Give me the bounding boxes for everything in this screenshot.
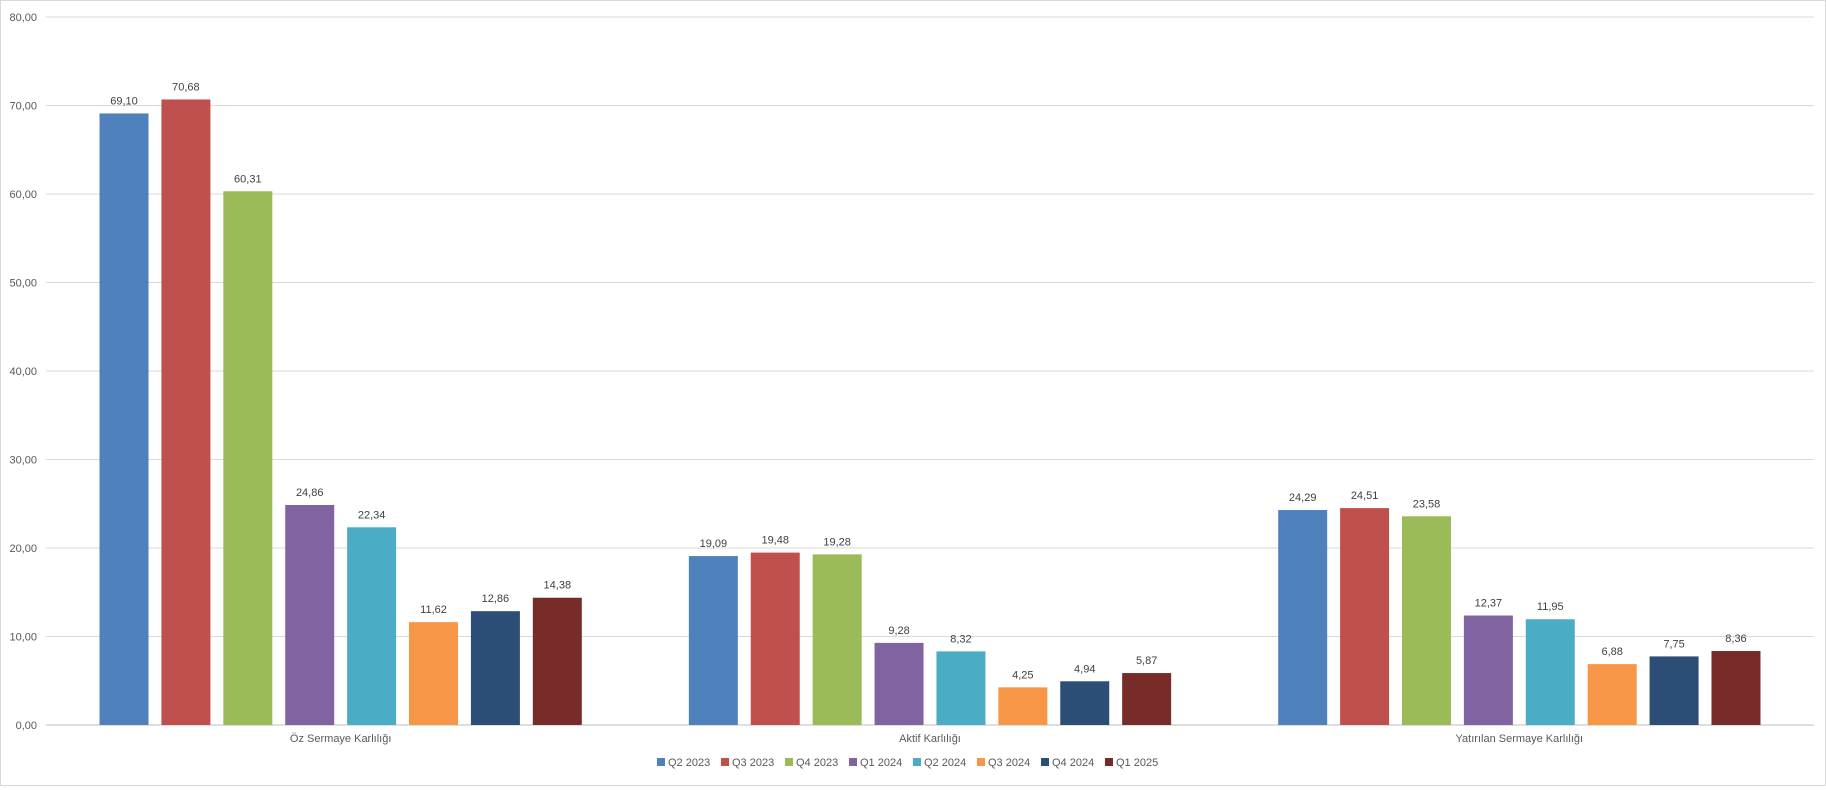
data-label: 12,37 [1475, 598, 1503, 610]
legend-item: Q3 2023 [721, 757, 774, 769]
data-label: 8,36 [1725, 633, 1746, 645]
bar [1587, 664, 1637, 725]
legend-item: Q2 2024 [913, 757, 966, 769]
legend-label: Q2 2023 [668, 757, 710, 769]
bar [470, 611, 520, 725]
legend-label: Q4 2023 [796, 757, 838, 769]
y-tick-label: 80,00 [9, 12, 37, 24]
data-labels: 69,10 70,68 60,31 24,86 22,34 11,62 12,86 14,38… [110, 81, 1746, 681]
bar [347, 527, 397, 725]
bar [223, 191, 273, 726]
bar [1122, 673, 1172, 725]
bar [161, 99, 211, 726]
y-tick-label: 10,00 [9, 632, 37, 644]
legend-item: Q1 2025 [1105, 757, 1158, 769]
legend-swatch [785, 758, 793, 766]
data-label: 11,95 [1537, 601, 1564, 613]
bar [1278, 510, 1328, 725]
legend-label: Q2 2024 [924, 757, 966, 769]
data-label: 22,34 [358, 509, 386, 521]
data-label: 14,38 [544, 580, 572, 592]
data-label: 19,28 [823, 536, 851, 548]
data-label: 24,29 [1289, 492, 1317, 504]
bar [998, 687, 1048, 725]
category-labels: Öz Sermaye Karlılığı Aktif Karlılığı Yatır… [290, 733, 1583, 745]
data-label: 69,10 [110, 95, 138, 107]
bar [1060, 681, 1110, 725]
legend-swatch [1105, 758, 1113, 766]
y-tick-label: 60,00 [9, 189, 37, 201]
bar [409, 622, 459, 725]
gridlines [46, 16, 1814, 726]
data-label: 60,31 [234, 173, 262, 185]
y-tick-label: 30,00 [9, 455, 37, 467]
legend-item: Q3 2024 [977, 757, 1030, 769]
data-label: 19,48 [761, 535, 789, 547]
data-label: 19,09 [700, 538, 728, 550]
legend-item: Q1 2024 [849, 757, 902, 769]
legend-label: Q3 2024 [988, 757, 1030, 769]
bars [99, 99, 1761, 726]
y-tick-label: 20,00 [9, 543, 37, 555]
y-tick-label: 50,00 [9, 278, 37, 290]
bar [1463, 615, 1513, 725]
bar [812, 554, 862, 725]
legend-label: Q1 2024 [860, 757, 902, 769]
bar [688, 556, 738, 725]
data-label: 24,51 [1351, 490, 1379, 502]
category-label: Yatırılan Sermaye Karlılığı [1456, 733, 1584, 745]
data-label: 7,75 [1663, 638, 1684, 650]
data-label: 8,32 [950, 633, 971, 645]
data-label: 12,86 [482, 593, 510, 605]
bar [874, 642, 924, 725]
bar [936, 651, 986, 725]
data-label: 9,28 [888, 625, 909, 637]
legend-item: Q4 2024 [1041, 757, 1094, 769]
bar [1340, 508, 1390, 725]
legend-swatch [1041, 758, 1049, 766]
bar [532, 597, 582, 725]
legend-swatch [721, 758, 729, 766]
legend-label: Q3 2023 [732, 757, 774, 769]
data-label: 11,62 [420, 604, 447, 616]
legend-swatch [849, 758, 857, 766]
bar [750, 552, 800, 725]
data-label: 4,94 [1074, 663, 1095, 675]
legend-swatch [977, 758, 985, 766]
bar [1401, 516, 1451, 725]
y-tick-label: 40,00 [9, 366, 37, 378]
data-label: 5,87 [1136, 655, 1157, 667]
data-label: 4,25 [1012, 669, 1033, 681]
legend-item: Q2 2023 [657, 757, 710, 769]
category-label: Aktif Karlılığı [899, 733, 961, 745]
y-tick-label: 70,00 [9, 101, 37, 113]
bar [285, 504, 335, 725]
legend: Q2 2023 Q3 2023 Q4 2023 Q1 2024 Q2 2024 Q3 20… [657, 757, 1158, 769]
bar [1711, 651, 1761, 725]
bar [1649, 656, 1699, 725]
bar [99, 113, 149, 726]
data-label: 24,86 [296, 487, 324, 499]
legend-label: Q4 2024 [1052, 757, 1094, 769]
bar [1525, 619, 1575, 725]
legend-swatch [913, 758, 921, 766]
y-axis-ticks: 0,00 10,00 20,00 30,00 40,00 50,00 60,00 70,00 8… [9, 12, 37, 732]
legend-item: Q4 2023 [785, 757, 838, 769]
data-label: 70,68 [172, 81, 200, 93]
data-label: 23,58 [1413, 498, 1441, 510]
data-label: 6,88 [1601, 646, 1622, 658]
category-label: Öz Sermaye Karlılığı [290, 733, 391, 745]
legend-swatch [657, 758, 665, 766]
legend-label: Q1 2025 [1116, 757, 1158, 769]
y-tick-label: 0,00 [16, 720, 37, 732]
